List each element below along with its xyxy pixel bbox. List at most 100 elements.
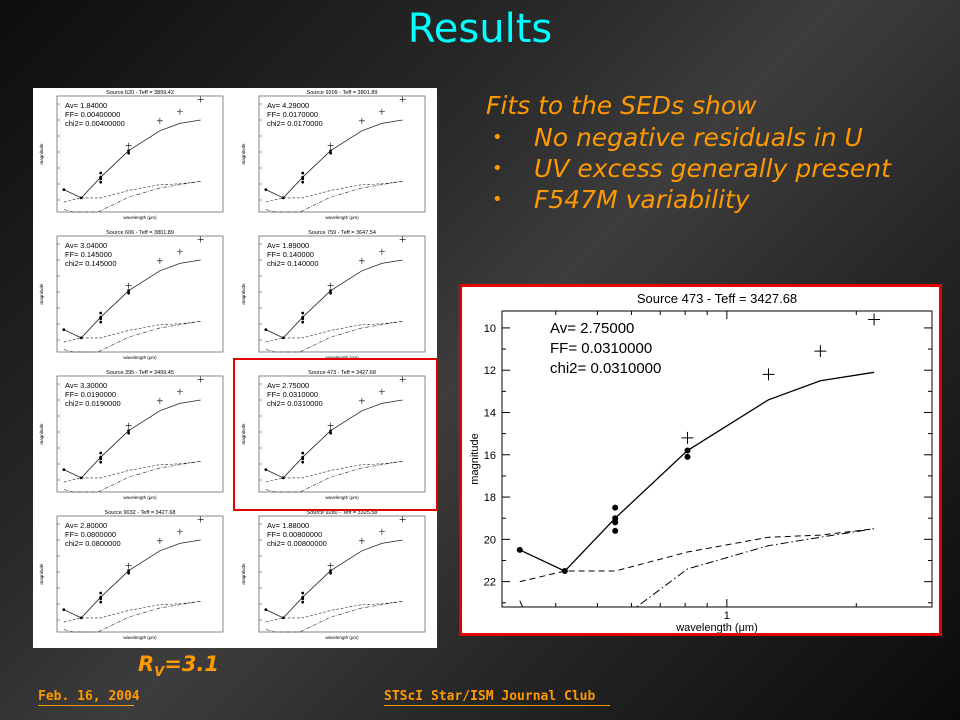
grid-panel-ff: FF= 0.00400000 xyxy=(65,110,120,119)
grid-x-axis-label: wavelength (μm) xyxy=(325,495,359,500)
grid-observed-point xyxy=(281,476,285,480)
grid-observed-point xyxy=(62,328,66,332)
zoomed-sed-svg: Source 473 - Teff = 3427.68 10 12 14 16 18 20 2… xyxy=(469,291,933,633)
grid-observed-point xyxy=(301,460,305,464)
series-line-solid xyxy=(519,371,875,572)
grid-infrared-cross-marker xyxy=(358,537,365,544)
grid-infrared-cross-marker xyxy=(156,537,163,544)
grid-infrared-cross-marker xyxy=(176,388,183,395)
grid-panel-frame xyxy=(56,235,224,353)
infrared-cross-marker xyxy=(868,313,881,326)
grid-observed-point xyxy=(281,616,285,620)
grid-infrared-cross-marker xyxy=(378,388,385,395)
grid-observed-point xyxy=(99,451,103,455)
grid-panel-ff: FF= 0.0800000 xyxy=(65,530,116,539)
grid-observed-point xyxy=(99,171,103,175)
footer-title: STScI Star/ISM Journal Club xyxy=(384,689,596,704)
grid-x-axis-label: wavelength (μm) xyxy=(123,355,157,360)
grid-observed-point xyxy=(329,431,333,435)
grid-series-line-solid xyxy=(265,119,403,199)
bullet-text: UV excess generally present xyxy=(534,154,891,183)
grid-observed-point xyxy=(329,289,333,293)
grid-x-axis-label: wavelength (μm) xyxy=(325,215,359,220)
grid-observed-point xyxy=(264,608,268,612)
grid-observed-point xyxy=(301,600,305,604)
grid-series-line-solid xyxy=(63,539,201,619)
grid-panel-frame xyxy=(258,95,426,213)
grid-infrared-cross-marker xyxy=(358,117,365,124)
grid-series-line-dashed xyxy=(265,461,403,483)
grid-observed-point xyxy=(329,149,333,153)
bullet-text: No negative residuals in U xyxy=(534,123,863,152)
grid-series-line-dashed xyxy=(265,181,403,203)
grid-y-axis-label: magnitude xyxy=(241,563,246,585)
grid-panel-2: Source 9209 - Teff = 3801.89 Av= 4.29000F… xyxy=(241,90,426,220)
grid-series-line-dash-dot xyxy=(265,181,403,213)
observed-point xyxy=(684,447,691,454)
grid-infrared-cross-marker xyxy=(176,108,183,115)
grid-panel-frame xyxy=(258,235,426,353)
grid-panel-chi2: chi2= 0.0190000 xyxy=(65,399,121,408)
bullet-dot-icon: • xyxy=(492,158,503,179)
bullet-dot-icon: • xyxy=(492,127,503,148)
grid-panel-curves xyxy=(264,516,406,633)
grid-observed-point xyxy=(301,597,305,601)
grid-panel-curves xyxy=(62,376,204,493)
slide-title: Results xyxy=(407,6,553,52)
grid-series-line-dash-dot xyxy=(265,601,403,633)
grid-series-line-dash-dot xyxy=(265,321,403,353)
bullets-heading: Fits to the SEDs show xyxy=(486,91,757,120)
grid-observed-point xyxy=(99,460,103,464)
observed-point xyxy=(516,546,523,553)
bullet-item: • No negative residuals in U xyxy=(486,122,946,153)
grid-panel-av: Av= 2.75000 xyxy=(267,381,309,390)
grid-observed-point xyxy=(301,171,305,175)
grid-panel-chi2: chi2= 0.00800000 xyxy=(267,539,327,548)
grid-observed-point xyxy=(127,571,131,575)
grid-panel-curves xyxy=(264,236,406,353)
grid-observed-point xyxy=(301,320,305,324)
grid-panel-title: Source 620 - Teff = 3899.42 xyxy=(106,90,174,96)
grid-infrared-cross-marker xyxy=(399,516,406,523)
grid-infrared-cross-marker xyxy=(156,117,163,124)
grid-y-axis-label: magnitude xyxy=(241,423,246,445)
grid-panel-ff: FF= 0.0310000 xyxy=(267,390,318,399)
grid-infrared-cross-marker xyxy=(327,422,334,429)
grid-panel-av: Av= 2.80000 xyxy=(65,521,107,530)
grid-infrared-cross-marker xyxy=(378,108,385,115)
grid-observed-point xyxy=(127,569,131,573)
observed-point xyxy=(561,568,568,575)
grid-panel-ff: FF= 0.00800000 xyxy=(267,530,322,539)
grid-observed-point xyxy=(329,429,333,433)
grid-panel-frame xyxy=(56,375,224,493)
bullet-list: Fits to the SEDs show • No negative resid… xyxy=(486,90,946,215)
grid-panel-ff: FF= 0.145000 xyxy=(65,250,112,259)
grid-panel-title: Source 9280 - Teff = 3325.58 xyxy=(307,510,378,516)
grid-observed-point xyxy=(127,431,131,435)
grid-observed-point xyxy=(301,317,305,321)
grid-series-line-dashed xyxy=(63,601,201,623)
grid-panel-av: Av= 1.89000 xyxy=(267,241,309,250)
series-line-dash-dot xyxy=(519,528,875,607)
grid-series-line-dash-dot xyxy=(63,321,201,353)
grid-observed-point xyxy=(281,196,285,200)
grid-observed-point xyxy=(329,291,333,295)
grid-panel-curves xyxy=(62,96,204,213)
grid-observed-point xyxy=(264,188,268,192)
grid-panel-curves xyxy=(264,376,406,493)
grid-series-line-solid xyxy=(265,539,403,619)
grid-panel-chi2: chi2= 0.145000 xyxy=(65,259,117,268)
grid-y-axis-label: magnitude xyxy=(241,143,246,165)
grid-series-line-dashed xyxy=(63,321,201,343)
grid-observed-point xyxy=(301,311,305,315)
grid-infrared-cross-marker xyxy=(176,528,183,535)
grid-infrared-cross-marker xyxy=(197,376,204,383)
y-tick-label: 14 xyxy=(484,407,496,419)
grid-observed-point xyxy=(264,328,268,332)
infrared-cross-marker xyxy=(814,345,827,358)
grid-observed-point xyxy=(301,177,305,181)
y-tick-label: 16 xyxy=(484,450,496,462)
grid-infrared-cross-marker xyxy=(197,96,204,103)
grid-panel-title: Source 606 - Teff = 3801.89 xyxy=(106,230,174,236)
grid-infrared-cross-marker xyxy=(399,236,406,243)
